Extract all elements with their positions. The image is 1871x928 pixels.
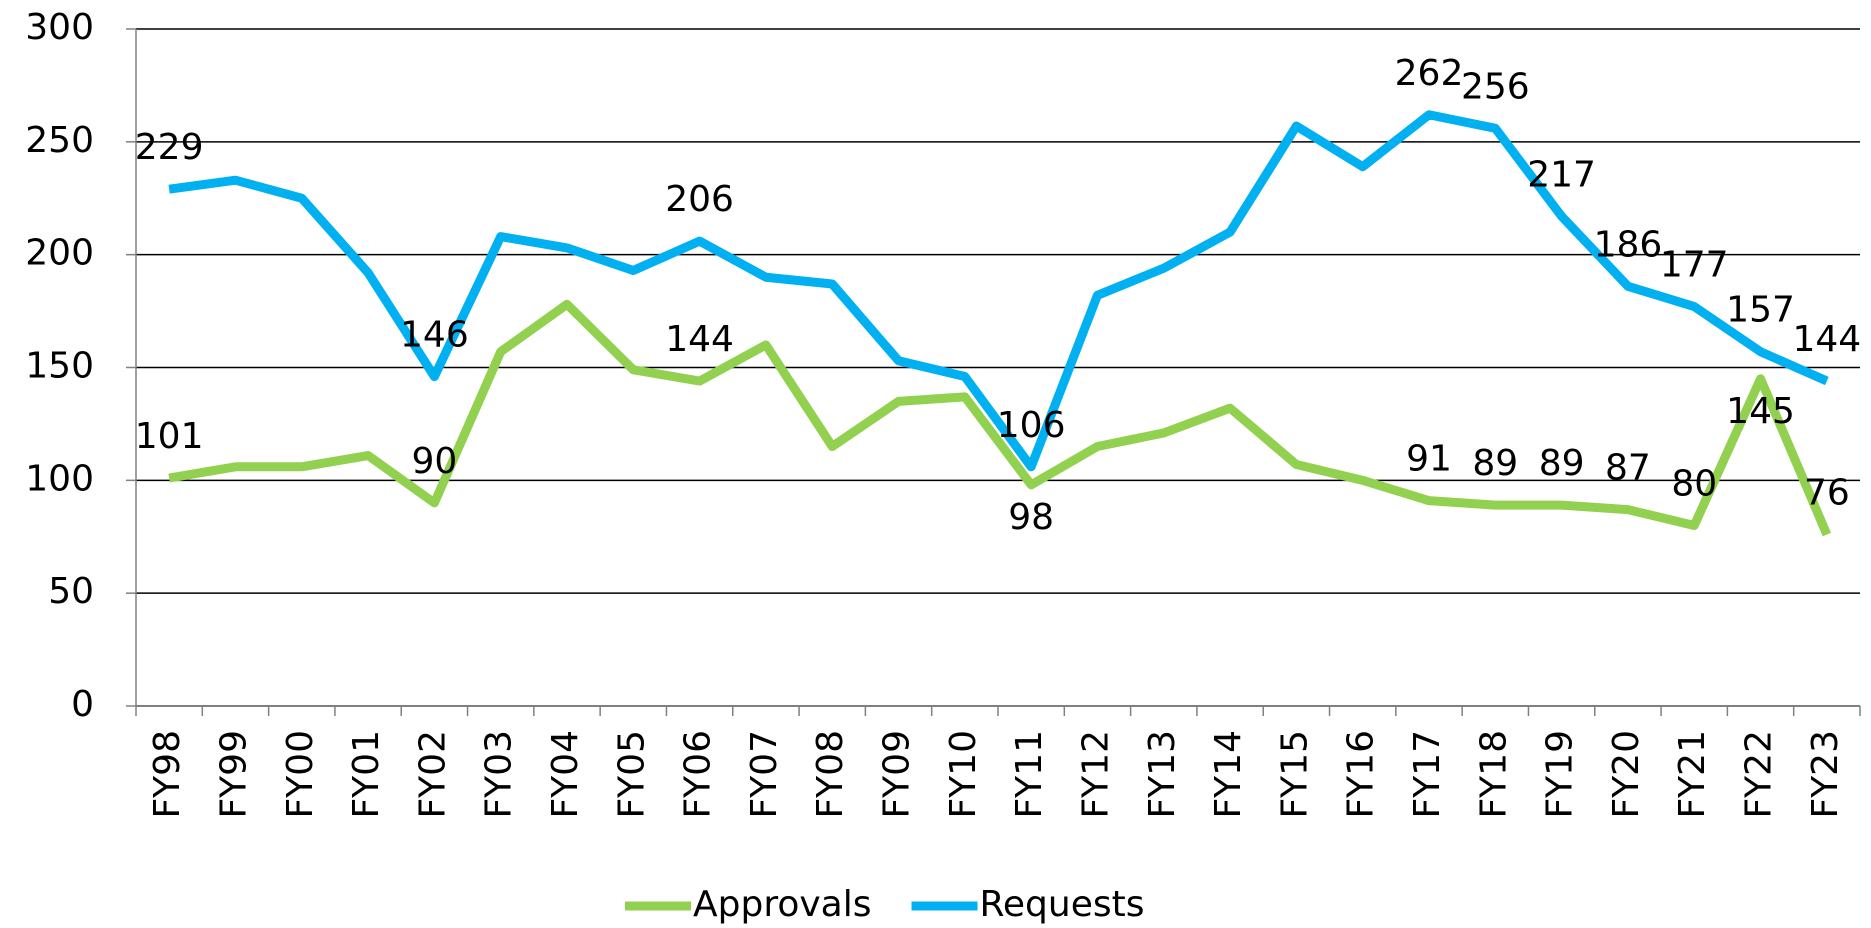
x-tick-label: FY07	[744, 730, 785, 819]
data-label: 89	[1539, 443, 1585, 484]
x-tick-label: FY12	[1075, 730, 1116, 819]
data-label: 91	[1406, 439, 1452, 480]
y-tick-label: 100	[25, 458, 94, 499]
x-tick-label: FY16	[1341, 730, 1382, 819]
data-label: 177	[1660, 245, 1729, 286]
data-label: 256	[1461, 66, 1530, 107]
x-tick-label: FY13	[1142, 730, 1183, 819]
data-label: 76	[1804, 472, 1850, 513]
data-label: 217	[1527, 154, 1596, 195]
data-label: 98	[1008, 497, 1054, 538]
y-tick-label: 0	[71, 684, 94, 725]
x-tick-label: FY21	[1672, 730, 1713, 819]
x-tick-label: FY01	[346, 730, 387, 819]
data-label: 145	[1726, 391, 1795, 432]
x-tick-label: FY10	[943, 730, 984, 819]
data-label: 144	[1792, 319, 1861, 360]
y-tick-label: 150	[25, 346, 94, 387]
x-tick-label: FY22	[1739, 730, 1780, 819]
legend-label: Approvals	[693, 884, 872, 925]
data-label: 157	[1726, 290, 1795, 331]
y-tick-label: 300	[25, 7, 94, 48]
data-label: 80	[1671, 463, 1717, 504]
legend-label: Requests	[980, 884, 1145, 925]
x-tick-label: FY17	[1407, 730, 1448, 819]
x-tick-label: FY23	[1805, 730, 1846, 819]
x-tick-label: FY03	[479, 730, 520, 819]
x-tick-label: FY06	[678, 730, 719, 819]
data-label: 101	[135, 416, 204, 457]
y-tick-label: 250	[25, 120, 94, 161]
x-tick-label: FY98	[147, 730, 188, 819]
x-tick-label: FY04	[545, 730, 586, 819]
x-tick-label: FY20	[1606, 730, 1647, 819]
y-tick-label: 50	[48, 571, 94, 612]
data-label: 144	[665, 319, 734, 360]
x-tick-label: FY99	[213, 730, 254, 819]
x-tick-label: FY19	[1540, 730, 1581, 819]
data-label: 229	[135, 127, 204, 168]
x-tick-label: FY02	[412, 730, 453, 819]
data-label: 186	[1594, 224, 1663, 265]
data-label: 206	[665, 179, 734, 220]
x-tick-label: FY05	[611, 730, 652, 819]
x-tick-label: FY09	[877, 730, 918, 819]
x-tick-label: FY15	[1274, 730, 1315, 819]
x-tick-label: FY14	[1208, 730, 1249, 819]
series-line	[168, 299, 1831, 537]
series-line	[168, 110, 1829, 472]
data-label: 146	[400, 315, 469, 356]
data-label: 262	[1395, 53, 1464, 94]
x-tick-label: FY18	[1473, 730, 1514, 819]
x-tick-label: FY00	[280, 730, 321, 819]
data-label: 87	[1605, 448, 1651, 489]
data-label: 106	[997, 405, 1066, 446]
data-label: 90	[411, 441, 457, 482]
x-tick-label: FY11	[1009, 730, 1050, 819]
y-tick-label: 200	[25, 233, 94, 274]
data-label: 89	[1472, 443, 1518, 484]
x-tick-label: FY08	[810, 730, 851, 819]
